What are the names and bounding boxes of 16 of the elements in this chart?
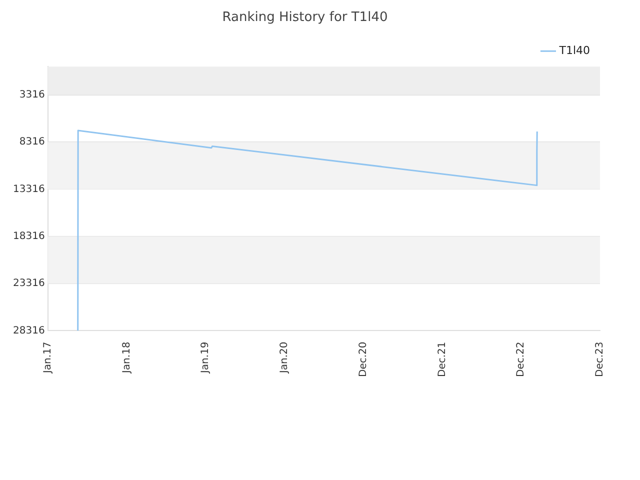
x-tick-label: Jan.19 — [200, 342, 212, 374]
x-tick-label: Jan.17 — [42, 342, 54, 374]
y-tick-label: 3316 — [19, 89, 45, 100]
legend-label: T1l40 — [558, 44, 590, 57]
chart-title: Ranking History for T1l40 — [222, 10, 388, 26]
x-tick-label: Jan.18 — [121, 342, 132, 374]
y-tick-label: 23316 — [13, 278, 45, 290]
x-tick-label: Dec.23 — [594, 342, 606, 378]
x-tick-label: Dec.20 — [358, 342, 369, 378]
x-tick-label: Dec.22 — [516, 342, 527, 378]
y-tick-label: 13316 — [13, 184, 45, 195]
x-tick-label: Dec.21 — [436, 342, 448, 378]
y-tick-label: 8316 — [19, 136, 45, 148]
y-tick-label: 18316 — [13, 231, 45, 242]
x-tick-label: Jan.20 — [279, 342, 290, 374]
y-tick-label: 28316 — [13, 325, 45, 336]
